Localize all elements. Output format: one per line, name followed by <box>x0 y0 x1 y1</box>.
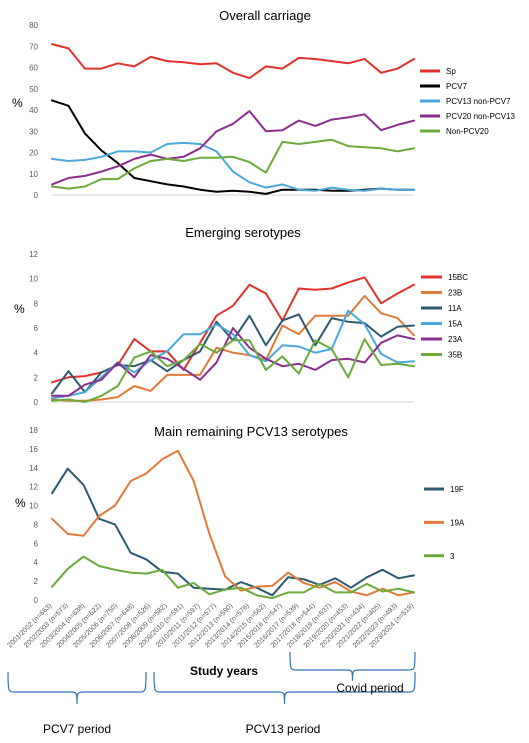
chart-0-series-line-PCV13 non-PCV7 <box>51 141 415 192</box>
chart-1-y-tick-label: 8 <box>34 299 39 308</box>
chart-0-y-tick-label: 0 <box>34 191 39 200</box>
chart-2-y-tick-label: 2 <box>34 577 39 586</box>
chart-1-series-line-35B <box>51 338 415 403</box>
chart-0-y-tick-label: 40 <box>29 106 38 115</box>
chart-1-legend-label-15BC: 15BC <box>448 273 468 282</box>
chart-1-series-line-23A <box>51 327 415 397</box>
chart-0-title: Overall carriage <box>219 8 311 23</box>
chart-1-y-tick-label: 10 <box>29 275 38 284</box>
chart-2-y-tick-label: 0 <box>34 596 39 605</box>
chart-2-series-line-3 <box>51 555 415 600</box>
chart-0-series-line-PCV20 non-PCV13 <box>51 110 415 186</box>
chart-2-y-axis-label: % <box>15 496 26 510</box>
chart-0-legend-label-Non-PCV20: Non-PCV20 <box>446 127 489 136</box>
chart-2-legend-label-19F: 19F <box>450 485 464 494</box>
brace-pcv13-period <box>153 671 416 705</box>
chart-0-legend-label-PCV13 non-PCV7: PCV13 non-PCV7 <box>446 97 511 106</box>
chart-0-legend-label-Sp: Sp <box>446 67 456 76</box>
chart-0-legend-label-PCV7: PCV7 <box>446 82 467 91</box>
chart-1-y-tick-label: 2 <box>34 373 39 382</box>
period-label-covid: Covid period <box>336 681 403 695</box>
x-axis-label-study-years: Study years <box>190 664 258 678</box>
chart-1-series-line-11A <box>51 313 415 395</box>
chart-1-legend-label-11A: 11A <box>448 304 462 313</box>
chart-2-legend-label-19A: 19A <box>450 518 465 527</box>
chart-0-y-tick-label: 60 <box>29 64 38 73</box>
chart-1-y-tick-label: 4 <box>34 349 39 358</box>
chart-1-y-tick-label: 6 <box>34 324 39 333</box>
chart-0-y-tick-label: 50 <box>29 85 38 94</box>
chart-1-series-line-15A <box>51 309 415 400</box>
chart-1-legend-label-35B: 35B <box>448 351 462 360</box>
chart-2-legend-label-3: 3 <box>450 552 455 561</box>
chart-0-y-tick-label: 70 <box>29 42 38 51</box>
chart-2-y-tick-label: 14 <box>29 464 38 473</box>
chart-1-title: Emerging serotypes <box>185 225 301 240</box>
chart-1-y-tick-label: 12 <box>29 250 38 259</box>
chart-0-y-tick-label: 10 <box>29 170 38 179</box>
chart-2-y-tick-label: 18 <box>29 426 38 435</box>
chart-2-y-tick-label: 4 <box>34 558 39 567</box>
chart-1-y-tick-label: 0 <box>34 398 39 407</box>
chart-2-y-tick-label: 6 <box>34 539 39 548</box>
chart-1-legend-label-15A: 15A <box>448 320 463 329</box>
chart-0-y-tick-label: 30 <box>29 127 38 136</box>
chart-0-y-tick-label: 20 <box>29 149 38 158</box>
chart-2-y-tick-label: 12 <box>29 483 38 492</box>
brace-pcv7-period <box>7 671 147 705</box>
chart-1-legend-label-23B: 23B <box>448 289 462 298</box>
chart-0-series-line-Non-PCV20 <box>51 138 415 190</box>
period-label-pcv7: PCV7 period <box>43 722 111 736</box>
chart-2-y-tick-label: 16 <box>29 445 38 454</box>
chart-1-legend-label-23A: 23A <box>448 335 463 344</box>
chart-1-series-line-23B <box>51 294 415 402</box>
period-label-pcv13: PCV13 period <box>246 722 321 736</box>
brace-covid-period <box>289 651 416 681</box>
chart-2-title: Main remaining PCV13 serotypes <box>154 424 348 439</box>
chart-0-series-line-Sp <box>51 43 415 80</box>
chart-1-y-axis-label: % <box>14 302 25 316</box>
chart-0-legend-label-PCV20 non-PCV13: PCV20 non-PCV13 <box>446 112 515 121</box>
chart-2-series-line-19F <box>51 467 415 597</box>
chart-2-y-tick-label: 10 <box>29 502 38 511</box>
chart-2-y-tick-label: 8 <box>34 520 39 529</box>
chart-2-series-line-19A <box>51 449 415 597</box>
chart-0-y-axis-label: % <box>12 96 23 110</box>
chart-0-y-tick-label: 80 <box>29 21 38 30</box>
